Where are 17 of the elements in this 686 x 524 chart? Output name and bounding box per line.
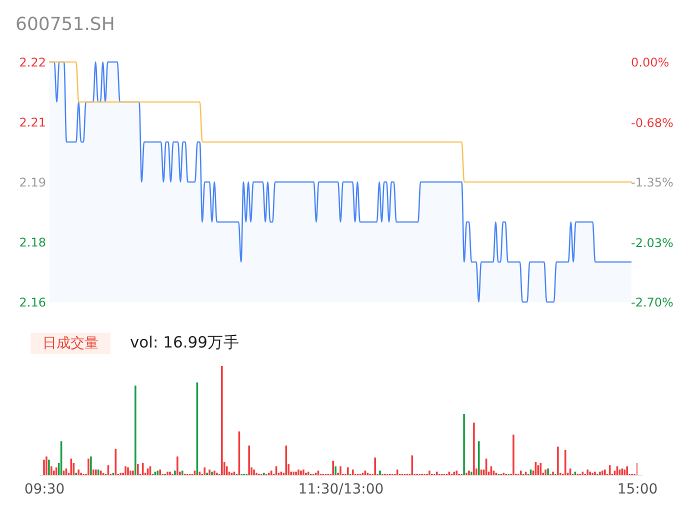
- y2-tick-label: -0.68%: [631, 116, 674, 130]
- y-tick-label: 2.21: [19, 116, 46, 130]
- y2-tick-label: -1.35%: [631, 176, 674, 190]
- text: 日成交量: [42, 336, 98, 352]
- y-tick-label: 2.18: [19, 236, 46, 250]
- chart-title: 600751.SH: [16, 14, 115, 35]
- line-series: [48, 61, 632, 183]
- x-tick-label: 15:00: [617, 482, 658, 498]
- y-tick-label: 2.16: [19, 296, 46, 310]
- y2-tick-label: 0.00%: [631, 56, 670, 70]
- y2-tick-label: -2.03%: [631, 236, 674, 250]
- y-tick-label: 2.22: [19, 56, 46, 70]
- x-tick-label: 11:30/13:00: [298, 482, 384, 498]
- y2-tick-label: -2.70%: [631, 296, 674, 310]
- text: vol: 16.99万手: [130, 334, 240, 352]
- y-tick-label: 2.19: [19, 176, 46, 190]
- x-tick-label: 09:30: [24, 482, 65, 498]
